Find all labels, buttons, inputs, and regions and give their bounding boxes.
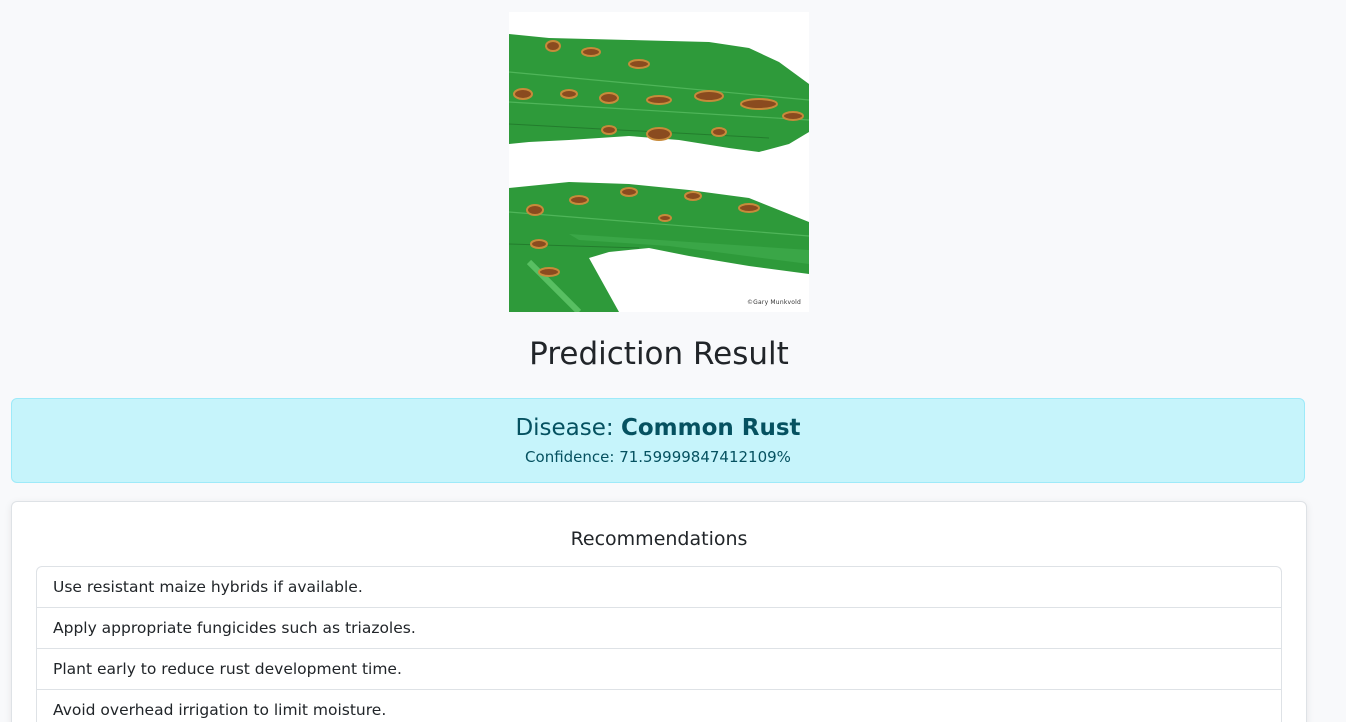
recommendations-list: Use resistant maize hybrids if available…	[36, 566, 1282, 722]
confidence-text: Confidence: 71.59999847412109%	[525, 448, 791, 466]
disease-line: Disease: Common Rust	[12, 415, 1304, 441]
list-item: Apply appropriate fungicides such as tri…	[37, 608, 1281, 649]
disease-label: Disease:	[515, 415, 614, 441]
list-item: Use resistant maize hybrids if available…	[37, 567, 1281, 608]
list-item: Plant early to reduce rust development t…	[37, 649, 1281, 690]
recommendations-title: Recommendations	[570, 528, 748, 550]
recommendations-card: Recommendations Use resistant maize hybr…	[11, 501, 1307, 722]
uploaded-leaf-image: ©Gary Munkvold	[509, 12, 809, 312]
disease-name: Common Rust	[620, 415, 801, 441]
page-title: Prediction Result	[529, 336, 789, 372]
leaf-illustration	[509, 12, 809, 312]
photo-credit: ©Gary Munkvold	[746, 299, 801, 306]
prediction-alert: Disease: Common Rust Confidence: 71.5999…	[11, 398, 1305, 483]
list-item: Avoid overhead irrigation to limit moist…	[53, 701, 387, 719]
